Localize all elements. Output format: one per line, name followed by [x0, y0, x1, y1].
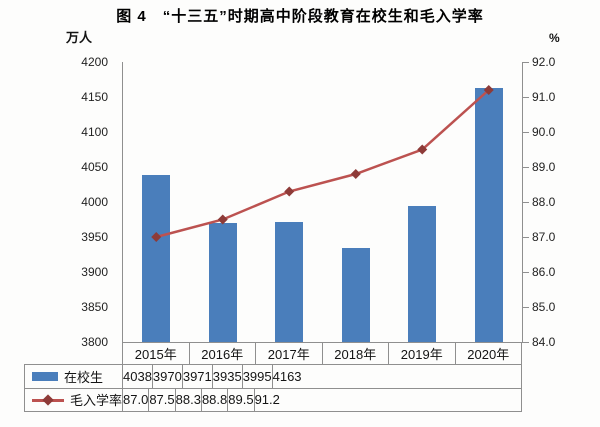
- y-axis-left-tick-label: 4000: [81, 195, 108, 209]
- year-cell: 2018年: [323, 343, 389, 364]
- table-row: 毛入学率 87.0 87.5 88.3 88.8 89.5 91.2: [25, 388, 521, 411]
- y-axis-right-tick-label: 90.0: [532, 125, 556, 139]
- left-axis-unit-label: 万人: [66, 30, 93, 45]
- y-axis-right-tick-label: 89.0: [532, 160, 556, 174]
- y-axis-right-tick-label: 91.0: [532, 90, 556, 104]
- rate-line: [155, 89, 490, 239]
- bar-legend-key: [32, 371, 58, 381]
- value-cell: 91.2: [254, 392, 280, 408]
- bar-2018年: [341, 247, 370, 342]
- value-cell: 4038: [123, 365, 153, 388]
- plot-area: [122, 62, 523, 342]
- bar-2016年: [208, 223, 237, 342]
- y-axis-right-tick-label: 85.0: [532, 300, 556, 314]
- y-axis-left-tick-label: 4050: [81, 160, 108, 174]
- rate-marker-2015年: [151, 232, 162, 242]
- legend-cell: 在校生: [25, 365, 123, 388]
- rate-line-layer: [151, 85, 494, 242]
- y-axis-right-tick-label: 92.0: [532, 55, 556, 69]
- y-axis-left-tick-label: 3900: [81, 265, 108, 279]
- y-axis-right-tick-mark: [522, 342, 529, 343]
- y-axis-left-tick-label: 3800: [81, 335, 108, 349]
- rate-marker-2019年: [417, 144, 428, 155]
- year-cell: 2017年: [256, 343, 323, 364]
- y-axis-right-tick-mark: [522, 307, 529, 308]
- year-cell: 2015年: [123, 343, 190, 364]
- year-cell: 2020年: [467, 347, 510, 362]
- line-legend-key: [32, 394, 64, 406]
- bar-2015年: [142, 175, 171, 342]
- y-axis-left-tick-label: 3850: [81, 300, 108, 314]
- y-axis-right-tick-mark: [522, 167, 529, 168]
- chart-title: 图 4 “十三五”时期高中阶段教育在校生和毛入学率: [116, 8, 484, 25]
- line-key-diamond: [42, 394, 54, 406]
- value-cell: 3995: [243, 365, 273, 388]
- bar-2017年: [275, 222, 304, 342]
- y-axis-right-tick-label: 87.0: [532, 230, 556, 244]
- y-axis-left-tick-label: 4200: [81, 55, 108, 69]
- y-axis-right-tick-mark: [522, 272, 529, 273]
- value-cell: 3971: [183, 365, 213, 388]
- year-cell: 2016年: [190, 343, 256, 364]
- y-axis-right-tick-label: 86.0: [532, 265, 556, 279]
- value-cell: 4163: [272, 368, 302, 384]
- y-axis-right-tick-mark: [522, 62, 529, 63]
- right-axis-unit-label: %: [549, 31, 560, 45]
- y-axis-left-tick-label: 4100: [81, 125, 108, 139]
- value-cell: 87.0: [123, 388, 150, 411]
- y-axis-right-tick-mark: [522, 202, 529, 203]
- y-axis-left-tick-label: 4150: [81, 90, 108, 104]
- legend-cell: 毛入学率: [25, 388, 123, 411]
- series-name-label: 毛入学率: [70, 393, 123, 409]
- rate-marker-2017年: [284, 186, 295, 197]
- value-cell: 3970: [153, 365, 183, 388]
- data-table: 在校生 4038 3970 3971 3935 3995 4163 毛入学率 87.0 87.5 8…: [24, 364, 522, 412]
- table-years-row: 2015年 2016年 2017年 2018年 2019年 2020年: [122, 342, 522, 365]
- rate-marker-2020年: [483, 85, 494, 95]
- value-cell: 88.8: [202, 388, 229, 411]
- rate-marker-2016年: [217, 214, 228, 225]
- y-axis-right-tick-mark: [522, 132, 529, 133]
- value-cell: 88.3: [176, 388, 202, 411]
- y-axis-right-tick-label: 84.0: [532, 335, 556, 349]
- bar-2019年: [408, 205, 437, 342]
- series-name-label: 在校生: [64, 369, 104, 385]
- y-axis-right-tick-mark: [522, 97, 529, 98]
- value-cell: 3935: [213, 365, 243, 388]
- year-cell: 2019年: [389, 343, 456, 364]
- bar-2020年: [474, 87, 503, 342]
- value-cell: 87.5: [149, 388, 176, 411]
- y-axis-right-tick-label: 88.0: [532, 195, 556, 209]
- y-axis-right-tick-mark: [522, 237, 529, 238]
- y-axis-left-tick-label: 3950: [81, 230, 108, 244]
- rate-marker-2018年: [350, 169, 361, 179]
- table-row: 在校生 4038 3970 3971 3935 3995 4163: [25, 365, 521, 389]
- value-cell: 89.5: [228, 388, 255, 411]
